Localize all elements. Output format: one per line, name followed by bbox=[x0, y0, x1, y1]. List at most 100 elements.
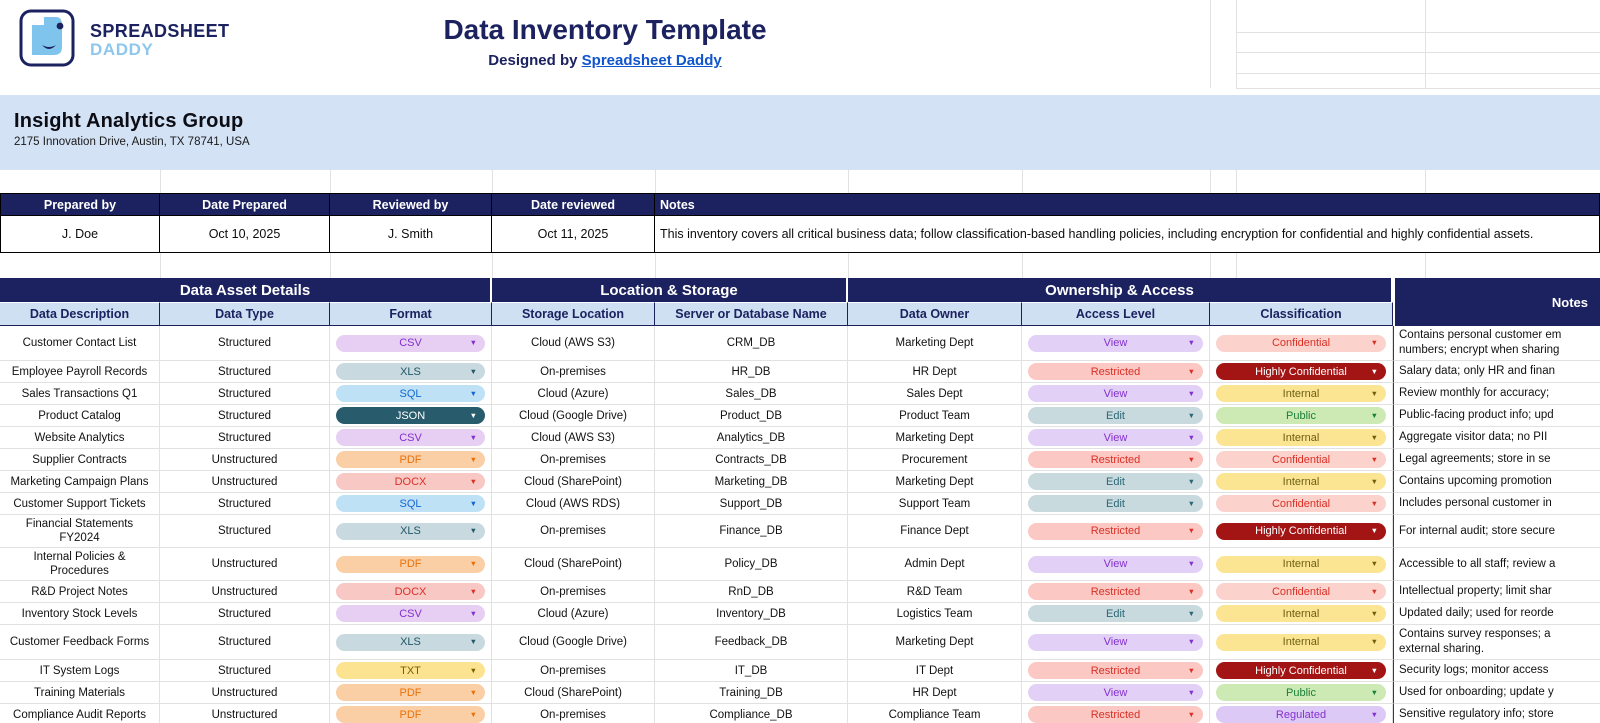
cell-notes[interactable]: Includes personal customer in bbox=[1393, 493, 1600, 515]
cell-server[interactable]: Product_DB bbox=[655, 405, 848, 427]
date-reviewed-cell[interactable]: Oct 11, 2025 bbox=[492, 216, 655, 253]
cell-data-owner[interactable]: Product Team bbox=[848, 405, 1022, 427]
cell-data-owner[interactable]: HR Dept bbox=[848, 682, 1022, 704]
cell-data-type[interactable]: Structured bbox=[160, 515, 330, 548]
classification-dropdown[interactable]: Internal ▼ bbox=[1216, 555, 1386, 573]
access-level-dropdown[interactable]: Restricted ▼ bbox=[1028, 522, 1203, 540]
cell-data-owner[interactable]: Marketing Dept bbox=[848, 471, 1022, 493]
cell-notes[interactable]: Sensitive regulatory info; store bbox=[1393, 704, 1600, 723]
cell-data-type[interactable]: Unstructured bbox=[160, 548, 330, 581]
cell-storage-location[interactable]: On-premises bbox=[492, 449, 655, 471]
format-dropdown[interactable]: CSV ▼ bbox=[336, 605, 485, 622]
reviewed-by-cell[interactable]: J. Smith bbox=[330, 216, 492, 253]
access-level-dropdown[interactable]: Restricted ▼ bbox=[1028, 662, 1203, 679]
format-dropdown[interactable]: XLS ▼ bbox=[336, 522, 485, 540]
cell-storage-location[interactable]: Cloud (AWS S3) bbox=[492, 326, 655, 361]
cell-description[interactable]: Training Materials bbox=[0, 682, 160, 704]
cell-notes[interactable]: Contains survey responses; a external sh… bbox=[1393, 625, 1600, 660]
cell-storage-location[interactable]: On-premises bbox=[492, 515, 655, 548]
format-dropdown[interactable]: XLS ▼ bbox=[336, 633, 485, 651]
cell-notes[interactable]: Intellectual property; limit shar bbox=[1393, 581, 1600, 603]
cell-data-owner[interactable]: Marketing Dept bbox=[848, 427, 1022, 449]
format-dropdown[interactable]: XLS ▼ bbox=[336, 363, 485, 380]
format-dropdown[interactable]: DOCX ▼ bbox=[336, 473, 485, 490]
cell-storage-location[interactable]: Cloud (Azure) bbox=[492, 383, 655, 405]
cell-description[interactable]: Customer Feedback Forms bbox=[0, 625, 160, 660]
cell-server[interactable]: Marketing_DB bbox=[655, 471, 848, 493]
cell-server[interactable]: Inventory_DB bbox=[655, 603, 848, 625]
cell-data-owner[interactable]: Support Team bbox=[848, 493, 1022, 515]
cell-storage-location[interactable]: Cloud (Azure) bbox=[492, 603, 655, 625]
cell-server[interactable]: Feedback_DB bbox=[655, 625, 848, 660]
classification-dropdown[interactable]: Public ▼ bbox=[1216, 684, 1386, 701]
spreadsheet-daddy-link[interactable]: Spreadsheet Daddy bbox=[581, 52, 722, 69]
cell-data-type[interactable]: Unstructured bbox=[160, 471, 330, 493]
format-dropdown[interactable]: PDF ▼ bbox=[336, 451, 485, 468]
cell-data-type[interactable]: Structured bbox=[160, 405, 330, 427]
cell-storage-location[interactable]: Cloud (SharePoint) bbox=[492, 682, 655, 704]
cell-notes[interactable]: Contains personal customer em numbers; e… bbox=[1393, 326, 1600, 361]
access-level-dropdown[interactable]: Edit ▼ bbox=[1028, 407, 1203, 424]
access-level-dropdown[interactable]: Edit ▼ bbox=[1028, 495, 1203, 512]
format-dropdown[interactable]: SQL ▼ bbox=[336, 495, 485, 512]
cell-server[interactable]: Training_DB bbox=[655, 682, 848, 704]
classification-dropdown[interactable]: Confidential ▼ bbox=[1216, 495, 1386, 512]
cell-storage-location[interactable]: On-premises bbox=[492, 704, 655, 723]
cell-server[interactable]: Contracts_DB bbox=[655, 449, 848, 471]
cell-data-type[interactable]: Structured bbox=[160, 660, 330, 682]
cell-data-type[interactable]: Structured bbox=[160, 383, 330, 405]
classification-dropdown[interactable]: Internal ▼ bbox=[1216, 605, 1386, 622]
cell-data-owner[interactable]: Procurement bbox=[848, 449, 1022, 471]
cell-storage-location[interactable]: On-premises bbox=[492, 361, 655, 383]
format-dropdown[interactable]: CSV ▼ bbox=[336, 334, 485, 352]
cell-data-type[interactable]: Structured bbox=[160, 361, 330, 383]
cell-data-type[interactable]: Structured bbox=[160, 427, 330, 449]
cell-data-type[interactable]: Unstructured bbox=[160, 581, 330, 603]
cell-description[interactable]: R&D Project Notes bbox=[0, 581, 160, 603]
cell-description[interactable]: Supplier Contracts bbox=[0, 449, 160, 471]
access-level-dropdown[interactable]: Restricted ▼ bbox=[1028, 583, 1203, 600]
cell-storage-location[interactable]: Cloud (SharePoint) bbox=[492, 548, 655, 581]
cell-server[interactable]: CRM_DB bbox=[655, 326, 848, 361]
cell-description[interactable]: Compliance Audit Reports bbox=[0, 704, 160, 723]
access-level-dropdown[interactable]: Restricted ▼ bbox=[1028, 706, 1203, 723]
cell-data-type[interactable]: Unstructured bbox=[160, 682, 330, 704]
cell-server[interactable]: Sales_DB bbox=[655, 383, 848, 405]
cell-data-type[interactable]: Structured bbox=[160, 603, 330, 625]
access-level-dropdown[interactable]: Edit ▼ bbox=[1028, 473, 1203, 490]
format-dropdown[interactable]: DOCX ▼ bbox=[336, 583, 485, 600]
format-dropdown[interactable]: PDF ▼ bbox=[336, 684, 485, 701]
cell-data-owner[interactable]: Admin Dept bbox=[848, 548, 1022, 581]
cell-server[interactable]: Policy_DB bbox=[655, 548, 848, 581]
cell-description[interactable]: IT System Logs bbox=[0, 660, 160, 682]
classification-dropdown[interactable]: Internal ▼ bbox=[1216, 473, 1386, 490]
cell-server[interactable]: Analytics_DB bbox=[655, 427, 848, 449]
classification-dropdown[interactable]: Confidential ▼ bbox=[1216, 334, 1386, 352]
classification-dropdown[interactable]: Highly Confidential ▼ bbox=[1216, 363, 1386, 380]
cell-description[interactable]: Product Catalog bbox=[0, 405, 160, 427]
access-level-dropdown[interactable]: View ▼ bbox=[1028, 684, 1203, 701]
cell-notes[interactable]: Aggregate visitor data; no PII bbox=[1393, 427, 1600, 449]
access-level-dropdown[interactable]: Restricted ▼ bbox=[1028, 451, 1203, 468]
format-dropdown[interactable]: SQL ▼ bbox=[336, 385, 485, 402]
cell-storage-location[interactable]: Cloud (SharePoint) bbox=[492, 471, 655, 493]
cell-storage-location[interactable]: Cloud (Google Drive) bbox=[492, 405, 655, 427]
cell-data-type[interactable]: Unstructured bbox=[160, 704, 330, 723]
classification-dropdown[interactable]: Public ▼ bbox=[1216, 407, 1386, 424]
prepared-by-cell[interactable]: J. Doe bbox=[0, 216, 160, 253]
cell-notes[interactable]: Used for onboarding; update y bbox=[1393, 682, 1600, 704]
format-dropdown[interactable]: PDF ▼ bbox=[336, 555, 485, 573]
cell-data-owner[interactable]: IT Dept bbox=[848, 660, 1022, 682]
cell-server[interactable]: Compliance_DB bbox=[655, 704, 848, 723]
classification-dropdown[interactable]: Highly Confidential ▼ bbox=[1216, 522, 1386, 540]
cell-notes[interactable]: Accessible to all staff; review a bbox=[1393, 548, 1600, 581]
classification-dropdown[interactable]: Regulated ▼ bbox=[1216, 706, 1386, 723]
cell-description[interactable]: Internal Policies & Procedures bbox=[0, 548, 160, 581]
cell-data-owner[interactable]: Marketing Dept bbox=[848, 326, 1022, 361]
cell-description[interactable]: Customer Contact List bbox=[0, 326, 160, 361]
cell-description[interactable]: Inventory Stock Levels bbox=[0, 603, 160, 625]
cell-data-type[interactable]: Structured bbox=[160, 493, 330, 515]
cell-data-owner[interactable]: Logistics Team bbox=[848, 603, 1022, 625]
classification-dropdown[interactable]: Internal ▼ bbox=[1216, 429, 1386, 446]
access-level-dropdown[interactable]: View ▼ bbox=[1028, 429, 1203, 446]
